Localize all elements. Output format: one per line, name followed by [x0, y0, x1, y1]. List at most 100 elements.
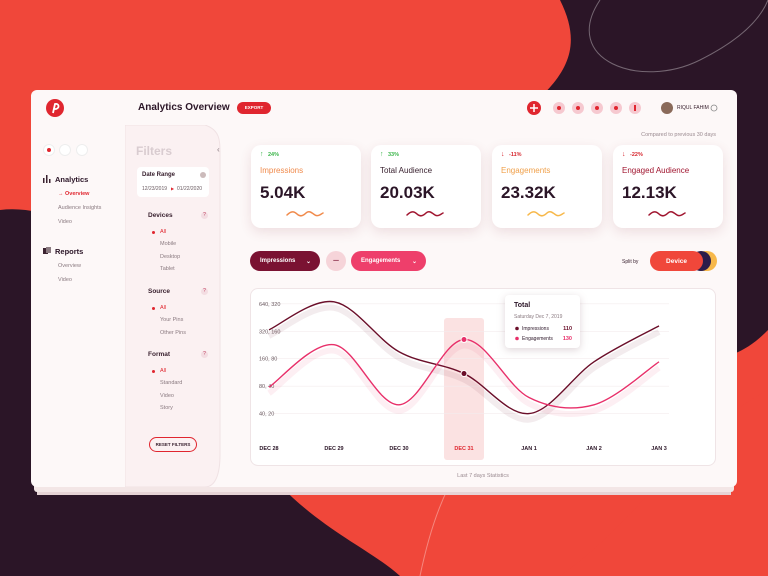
- y-tick-label: 160, 80: [259, 357, 277, 363]
- logout-button[interactable]: [710, 104, 718, 112]
- nav-arrow: →: [58, 191, 64, 197]
- filter-option[interactable]: All: [160, 305, 167, 311]
- kpi-card[interactable]: ↓ -22% Engaged Audience 12.13K: [613, 145, 723, 228]
- date-icon: [200, 172, 206, 178]
- filter-option[interactable]: Desktop: [160, 253, 181, 260]
- x-tick-label: DEC 29: [324, 446, 343, 452]
- nav-section[interactable]: Analytics: [55, 175, 89, 184]
- kpi-change: 33%: [388, 152, 400, 158]
- filter-option[interactable]: Mobile: [160, 241, 177, 248]
- line-shadow: [267, 342, 661, 417]
- split-select[interactable]: Device: [650, 251, 703, 271]
- collapse-button[interactable]: ‹: [217, 145, 220, 154]
- kpi-change: -11%: [509, 152, 522, 158]
- kpi-change: 24%: [268, 152, 280, 158]
- change-arrow: ↓: [501, 151, 505, 158]
- split-label: Split by: [622, 259, 639, 265]
- user-name: RIQUL FAHIM: [677, 105, 709, 111]
- kpi-value: 12.13K: [622, 183, 677, 202]
- background-line: [588, 0, 768, 73]
- kpi-card[interactable]: ↑ 33% Total Audience 20.03K: [371, 145, 481, 228]
- x-tick-label: JAN 3: [651, 446, 667, 452]
- tooltip-date: Saturday Dec 7, 2019: [514, 314, 563, 320]
- data-point: [460, 335, 468, 343]
- tooltip: [505, 295, 580, 348]
- kpi-card[interactable]: ↑ 24% Impressions 5.04K: [251, 145, 361, 228]
- filter-option[interactable]: Video: [160, 392, 174, 399]
- help-icon[interactable]: ?: [201, 288, 208, 295]
- filter-option[interactable]: All: [160, 368, 167, 374]
- reports-icon: [43, 247, 51, 254]
- date-range[interactable]: [137, 167, 209, 197]
- kpi-value: 20.03K: [380, 183, 435, 202]
- filters-panel: [125, 125, 221, 487]
- reset-button[interactable]: RESET FILTERS: [149, 437, 197, 452]
- nav-item[interactable]: Video: [58, 277, 72, 283]
- legend-dot: [515, 326, 519, 331]
- filter-option[interactable]: Your Pins: [160, 317, 184, 324]
- line-chart: 640, 320 320, 160 160, 80 80, 40 40, 20 DEC 2…: [259, 295, 669, 460]
- change-arrow: ↑: [260, 151, 264, 158]
- highlight-column: [444, 318, 484, 460]
- kpi-label: Total Audience: [380, 166, 433, 175]
- nav-item[interactable]: Overview: [58, 263, 81, 269]
- avatar[interactable]: [661, 102, 673, 114]
- analytics-icon: [43, 175, 51, 183]
- split-value: Device: [666, 257, 687, 265]
- nav-item[interactable]: Video: [58, 219, 72, 225]
- metric-select[interactable]: Impressions ⌄: [250, 251, 320, 271]
- filter-option[interactable]: All: [160, 229, 167, 235]
- change-arrow: ↓: [622, 151, 626, 158]
- comparison-note: Compared to previous 30 days: [641, 132, 716, 138]
- data-point: [460, 370, 468, 378]
- compare-toggle[interactable]: –: [326, 251, 346, 271]
- y-tick-label: 40, 20: [259, 412, 274, 418]
- dropdown-icon: ⌄: [411, 258, 417, 265]
- tooltip-title: Total: [514, 302, 530, 309]
- metric-select[interactable]: Engagements ⌄: [351, 251, 426, 271]
- tooltip-value: 110: [563, 326, 572, 332]
- date-range-label: Date Range: [142, 172, 176, 178]
- nav-item[interactable]: Overview: [65, 191, 90, 197]
- selected-dot: [152, 369, 155, 373]
- legend-label: Engagements: [522, 336, 553, 342]
- legend-label: Impressions: [522, 326, 549, 332]
- kpi-value: 5.04K: [260, 183, 306, 202]
- date-arrow: ▶: [171, 186, 175, 191]
- filter-option[interactable]: Standard: [160, 380, 183, 387]
- nav-item[interactable]: Audience Insights: [58, 205, 102, 211]
- sidebar-icons: [43, 144, 88, 156]
- date-to: 01/22/2020: [177, 186, 203, 192]
- change-arrow: ↑: [380, 151, 384, 158]
- date-from: 12/23/2019: [142, 186, 168, 192]
- metric-label: Engagements: [361, 258, 401, 264]
- filter-option[interactable]: Tablet: [160, 265, 175, 272]
- filter-group-title: Format: [148, 351, 171, 358]
- line-shadow: [267, 304, 661, 423]
- kpi-label: Impressions: [260, 166, 304, 175]
- export-button[interactable]: EXPORT: [237, 102, 271, 114]
- series-line: [268, 338, 660, 409]
- selected-dot: [152, 306, 155, 310]
- selected-dot: [152, 230, 155, 234]
- kpi-card[interactable]: ↓ -11% Engagements 23.32K: [492, 145, 602, 228]
- chart-footer: Last 7 days Statistics: [457, 473, 509, 479]
- x-tick-label: DEC 31: [454, 446, 473, 452]
- toolbar: [527, 101, 718, 115]
- x-tick-label: DEC 30: [389, 446, 408, 452]
- kpi-value: 23.32K: [501, 183, 556, 202]
- dropdown-icon: ⌄: [305, 258, 311, 265]
- filter-option[interactable]: Story: [160, 404, 173, 411]
- x-tick-label: JAN 1: [521, 446, 537, 452]
- nav-section[interactable]: Reports: [55, 247, 84, 256]
- x-tick-label: JAN 2: [586, 446, 602, 452]
- y-tick-label: 80, 40: [259, 384, 274, 390]
- sparkline: [286, 211, 324, 217]
- help-icon[interactable]: ?: [201, 212, 208, 219]
- help-icon[interactable]: ?: [201, 351, 208, 358]
- kpi-label: Engagements: [501, 166, 551, 175]
- legend-dot: [515, 336, 519, 341]
- filter-option[interactable]: Other Pins: [160, 329, 186, 336]
- logo[interactable]: [45, 98, 65, 118]
